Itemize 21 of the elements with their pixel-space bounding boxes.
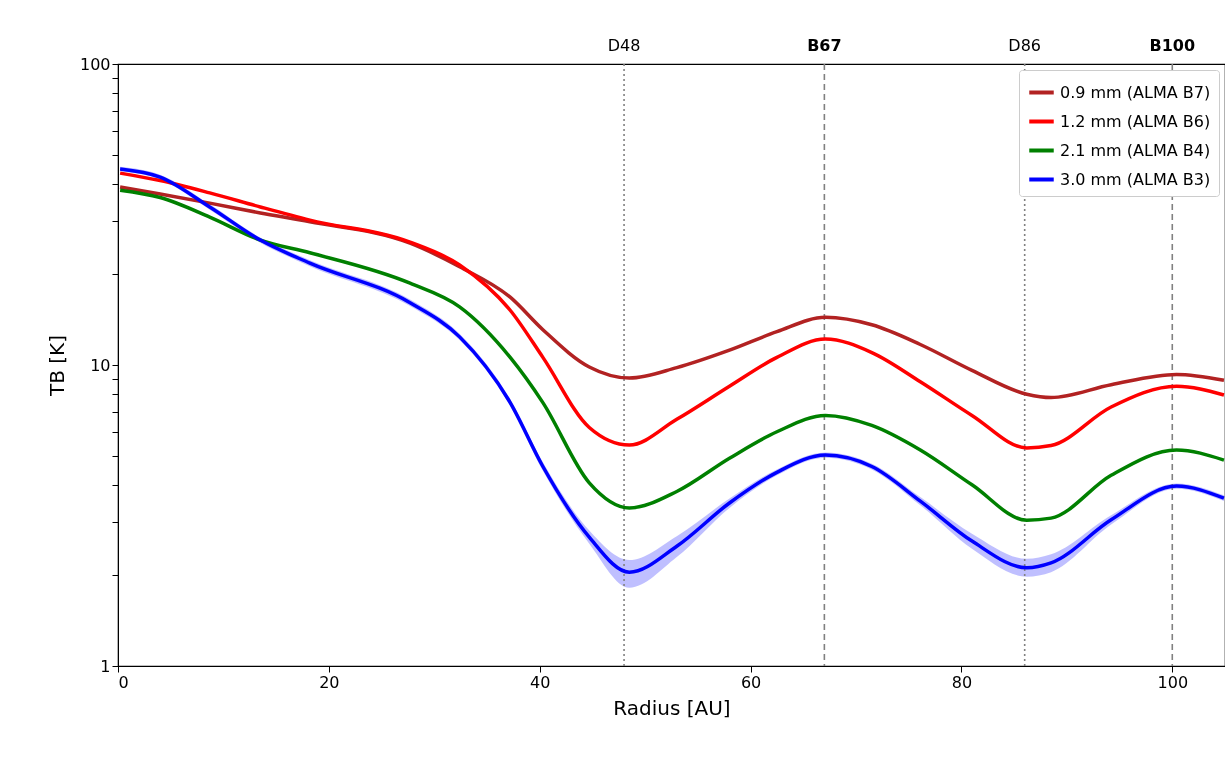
y-tick-label: 10	[90, 355, 111, 375]
x-tick-label: 80	[951, 672, 973, 692]
ref-line-label: D48	[607, 36, 641, 55]
x-tick-label: 40	[530, 672, 551, 692]
x-tick-label: 60	[740, 672, 762, 692]
ref-line-label: B100	[1149, 36, 1196, 55]
x-tick-label: 0	[118, 672, 129, 692]
legend-label: 1.2 mm (ALMA B6)	[1060, 111, 1211, 131]
y-tick-label: 1	[100, 656, 111, 676]
x-axis-title: Radius [AU]	[613, 695, 731, 720]
line-series	[118, 188, 1225, 522]
ref-line-label: D86	[1008, 36, 1042, 55]
y-axis-title: TB [K]	[44, 334, 69, 398]
legend-label: 2.1 mm (ALMA B4)	[1060, 140, 1211, 160]
y-tick-label: 100	[79, 54, 111, 74]
ref-line-label: B67	[807, 36, 842, 55]
line-series	[118, 171, 1225, 450]
legend-label: 0.9 mm (ALMA B7)	[1060, 82, 1211, 102]
x-tick-label: 20	[319, 672, 340, 692]
x-tick-label: 100	[1157, 672, 1189, 692]
legend-label: 3.0 mm (ALMA B3)	[1060, 169, 1211, 189]
